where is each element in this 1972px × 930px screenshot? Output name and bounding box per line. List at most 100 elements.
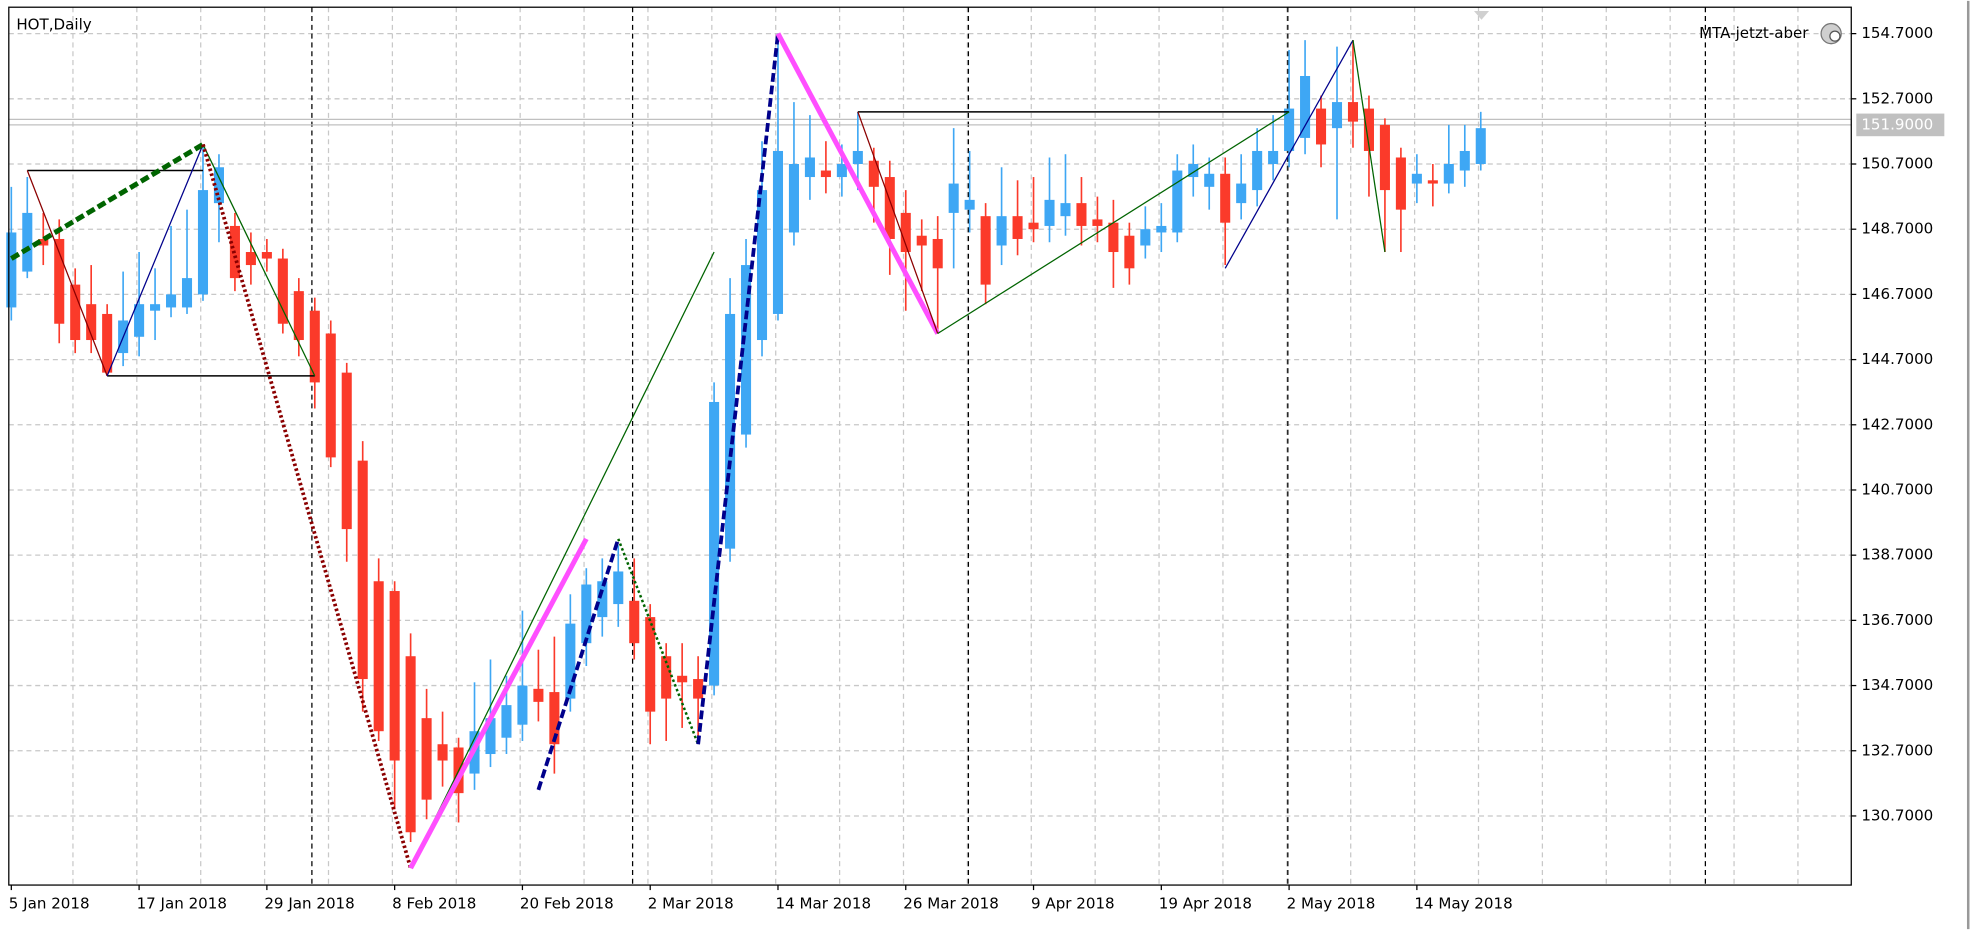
shift-marker	[1473, 10, 1490, 20]
candle-body	[900, 212, 911, 253]
x-tick-label: 14 Mar 2018	[775, 894, 871, 912]
candle-body	[613, 571, 624, 605]
y-tick-label: 138.7000	[1861, 546, 1933, 564]
y-tick-label: 134.7000	[1861, 676, 1933, 694]
candle-body	[1252, 150, 1263, 191]
candle-body	[1395, 157, 1406, 210]
candle-body	[1427, 180, 1438, 184]
indicator-icon	[1820, 22, 1842, 45]
candle-body	[1331, 102, 1343, 129]
candle-body	[884, 177, 895, 239]
candle-body	[277, 258, 288, 324]
candle-body	[245, 252, 256, 266]
candle-body	[1140, 229, 1151, 246]
candle-body	[741, 265, 752, 435]
candle-body	[932, 238, 943, 269]
candle-body	[1076, 203, 1087, 226]
y-tick-label: 150.7000	[1861, 155, 1933, 173]
candle-body	[996, 216, 1007, 246]
candle-body	[38, 238, 49, 246]
plot-frame	[8, 6, 1852, 886]
y-tick-label: 148.7000	[1861, 220, 1933, 238]
candle-body	[645, 617, 656, 712]
overlay-line	[1352, 40, 1386, 253]
price-lines	[8, 118, 1852, 126]
candle-body	[1172, 170, 1183, 233]
candle-body	[70, 284, 81, 341]
candle-body	[1475, 128, 1486, 165]
candle-body	[166, 294, 177, 308]
candle-body	[820, 170, 831, 178]
period-separators	[311, 7, 1707, 886]
candle-body	[1044, 199, 1055, 226]
candle-body	[102, 313, 113, 373]
candle-body	[629, 600, 640, 644]
candle-body	[293, 291, 304, 341]
overlay-line	[1224, 39, 1354, 269]
candle-body	[1379, 124, 1390, 191]
overlay-line	[536, 538, 621, 791]
candle-body	[437, 744, 448, 761]
candle-body	[181, 278, 193, 308]
x-tick-label: 2 May 2018	[1287, 894, 1376, 912]
candle-body	[565, 623, 576, 699]
candle-body	[1443, 164, 1454, 184]
axes: 130.7000 132.7000 134.7000 136.7000 138.7000…	[9, 24, 1945, 912]
candle-body	[804, 157, 815, 178]
x-tick-label: 17 Jan 2018	[137, 894, 227, 912]
candle-body	[1268, 150, 1279, 165]
icon-dial	[1829, 30, 1841, 42]
x-tick-label: 14 May 2018	[1414, 894, 1512, 912]
candle-body	[581, 584, 592, 644]
candle-body	[1108, 222, 1119, 253]
candle-body	[661, 656, 672, 699]
grid	[8, 7, 1852, 886]
candle-body	[341, 372, 352, 530]
bid-label: 151.9000	[1861, 115, 1933, 133]
candle-body	[261, 252, 272, 259]
candle-body	[1092, 219, 1103, 226]
candle-body	[357, 460, 368, 680]
overlay-line	[410, 251, 715, 869]
candle-body	[1236, 183, 1247, 204]
overlay-line	[26, 170, 108, 377]
x-tick-label: 8 Feb 2018	[392, 894, 476, 912]
y-tick-label: 154.7000	[1861, 24, 1933, 42]
chart-title: HOT,Daily	[16, 15, 91, 33]
overlays	[10, 32, 1386, 870]
candle-body	[1411, 173, 1422, 184]
y-tick-label: 132.7000	[1861, 741, 1933, 759]
candle-body	[868, 160, 879, 187]
candle-body	[485, 718, 496, 755]
candle-body	[405, 656, 416, 833]
candle-body	[1284, 108, 1295, 151]
candle-body	[980, 216, 991, 285]
candle-body	[1316, 108, 1327, 145]
x-tick-label: 5 Jan 2018	[9, 894, 90, 912]
y-tick-label: 140.7000	[1861, 480, 1933, 498]
candle-body	[6, 232, 17, 308]
candle-body	[22, 212, 33, 272]
y-tick-label: 144.7000	[1861, 350, 1933, 368]
candle-body	[1459, 150, 1470, 171]
candle-body	[501, 705, 512, 738]
x-tick-label: 19 Apr 2018	[1159, 894, 1252, 912]
candle-body	[421, 718, 432, 800]
candle-body	[709, 401, 720, 686]
candle-body	[836, 164, 847, 178]
overlay-line	[857, 111, 939, 334]
candle-body	[597, 581, 608, 618]
y-tick-label: 146.7000	[1861, 285, 1933, 303]
candle-body	[916, 235, 927, 246]
candle-body	[677, 675, 688, 683]
y-tick-label: 136.7000	[1861, 611, 1933, 629]
candle-body	[1156, 225, 1167, 233]
candle-body	[389, 591, 400, 761]
candle-body	[86, 304, 97, 341]
candle-body	[1012, 216, 1023, 239]
overlay-line	[696, 33, 780, 745]
x-tick-label: 29 Jan 2018	[264, 894, 354, 912]
x-tick-label: 2 Mar 2018	[648, 894, 734, 912]
